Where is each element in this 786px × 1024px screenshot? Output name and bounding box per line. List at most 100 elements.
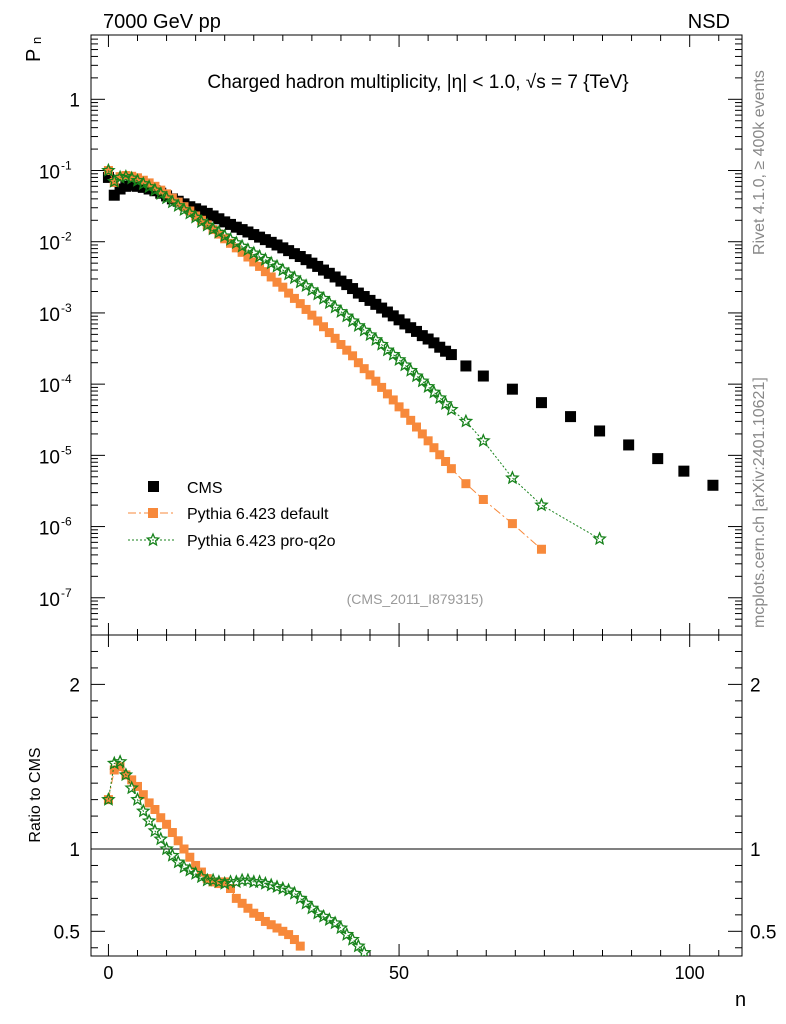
cms-point [347,283,359,295]
default-ratio-point [237,898,247,908]
default-point [324,328,334,338]
y-tick-label-exponent: -3 [61,301,72,315]
cms-point [416,330,428,342]
default-point [162,189,172,199]
default-ratio-point [266,920,276,930]
proq2o-ratio-point [135,803,151,818]
cms-point [195,205,207,217]
cms-point [126,179,138,191]
y-axis-label: P [23,49,45,62]
ratio-y-tick-label: 0.5 [54,922,80,943]
y-tick-label-exponent: -5 [61,443,72,457]
default-ratio-point [289,935,299,945]
proq2o-point [505,470,520,485]
default-point [208,225,218,235]
default-ratio-point [162,819,172,829]
cms-point [335,275,347,287]
rivet-info: Rivet 4.1.0, ≥ 400k events [751,70,768,255]
ratio-y-tick-label: 2 [69,675,80,696]
cms-point [277,242,289,254]
default-point [278,282,288,292]
proq2o-point [374,336,389,351]
default-ratio-point [179,844,189,854]
default-point [507,519,517,529]
ratio-panel-frame [90,634,743,957]
default-ratio-point [138,790,148,800]
proq2o-point [135,176,151,191]
proq2o-ratio-point [229,874,244,889]
cms-point [248,229,260,241]
default-point [342,345,352,355]
default-point [255,261,265,271]
main-ticks [91,34,742,636]
legend-label-proq2o: Pythia 6.423 pro-q2o [187,533,336,550]
default-ratio-point [231,893,241,903]
default-point [307,310,317,320]
series-line-1 [107,170,542,550]
default-point [417,429,427,439]
cms-point [422,333,434,345]
proq2o-point [432,390,448,405]
default-point [173,197,183,207]
default-point [412,422,421,432]
proq2o-ratio-point [101,791,116,806]
x-tick-label: 50 [389,963,409,983]
default-point [441,456,451,466]
cms-point [393,314,405,326]
header-left: 7000 GeV pp [103,11,221,33]
default-ratio-point [226,884,235,894]
proq2o-ratio-point [281,882,296,897]
series-line-2 [107,170,600,540]
ratio-y-tick-label-right: 2 [750,675,761,696]
proq2o-point [211,224,227,239]
default-point [266,272,276,282]
x-axis-label: n [735,989,746,1011]
legend-star-shape [145,532,161,547]
proq2o-ratio-point [188,866,203,880]
default-point [179,202,189,212]
y-tick-label-exponent: -2 [61,230,72,244]
cms-point [190,203,202,215]
proq2o-ratio-point [194,869,209,884]
cms-point [102,171,114,183]
default-ratio-point [243,903,253,913]
default-point [284,288,294,298]
cms-point [428,337,440,349]
proq2o-ratio-point [118,767,134,782]
default-point [330,333,340,343]
proq2o-point [414,373,430,388]
proq2o-point [397,357,413,372]
cms-point [387,310,399,322]
cms-point [207,210,219,222]
default-point [406,415,416,425]
default-point [382,389,392,399]
proq2o-point [130,173,145,187]
y-tick-label: 10 [39,234,60,255]
proq2o-point [176,202,192,217]
default-point [388,395,398,405]
cms-point [271,239,283,251]
default-point [144,178,154,188]
proq2o-point [475,433,491,448]
default-point [371,376,381,386]
cms-point [230,221,242,233]
default-ratio-point [127,775,137,785]
default-point [109,177,119,187]
cms-point [405,322,417,334]
default-point [237,247,247,257]
default-point [423,436,433,446]
default-point [156,185,166,195]
default-point [336,340,346,350]
default-point [243,252,253,262]
ratio-y-tick-label-right: 0.5 [750,922,776,943]
default-point [359,364,369,374]
cms-point [265,236,277,248]
proq2o-point [458,413,474,428]
cms-point [440,345,452,357]
cms-point [120,180,132,192]
header-right: NSD [688,11,730,33]
default-ratio-point [156,813,166,823]
proq2o-ratio-point [153,831,169,846]
cms-point [370,298,382,310]
proq2o-ratio-point [217,875,233,890]
